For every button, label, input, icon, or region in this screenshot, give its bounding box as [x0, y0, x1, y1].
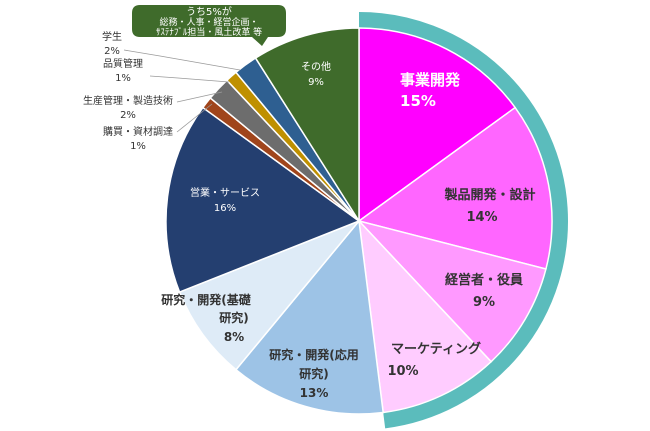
callout-line-1: うち5%が: [186, 5, 232, 18]
label-hinshitsu-pct: 1%: [115, 73, 131, 84]
label-seihin-pct: 14%: [466, 210, 497, 225]
leader-line-hinshitsu: [149, 75, 230, 83]
pie-slice-2: [356, 219, 547, 363]
label-marketing-name: マーケティング: [391, 341, 481, 357]
label-seisan-name: 生産管理・製造技術: [83, 94, 173, 107]
label-kiso-pct: 8%: [224, 330, 244, 344]
callout-line-2: 総務・人事・経営企画・: [159, 16, 258, 28]
label-eigyo-name: 営業・サービス: [190, 186, 260, 199]
pie-slice-0: [358, 27, 517, 223]
label-gakusei-pct: 2%: [104, 46, 120, 57]
label-keiei-name: 経営者・役員: [445, 272, 523, 288]
label-seisan-pct: 2%: [120, 110, 136, 121]
pie-slice-3: [357, 218, 493, 414]
label-eigyo-pct: 16%: [214, 203, 236, 214]
leader-lines: [123, 49, 241, 133]
label-marketing-pct: 10%: [387, 364, 418, 379]
label-ouyou-pct: 13%: [300, 386, 329, 400]
label-kobai-name: 購買・資材調達: [103, 125, 173, 138]
pie-slice-6: [165, 106, 361, 294]
pie-slice-4: [234, 219, 385, 415]
pie-slice-5: [178, 220, 360, 371]
leader-line-gakusei: [123, 49, 241, 71]
label-sonota-name: その他: [301, 60, 331, 73]
label-kiso-line1: 研究・開発(基礎: [161, 292, 251, 307]
label-ouyou-line2: 研究): [299, 366, 329, 381]
highlight-ring-arc: [358, 12, 568, 429]
leader-line-seisan: [176, 91, 223, 103]
highlight-ring-layer: [358, 12, 568, 429]
label-kobai-pct: 1%: [130, 141, 146, 152]
label-jigyo-name: 事業開発: [400, 71, 461, 89]
callout: うち5%が 総務・人事・経営企画・ ｻｽﾃﾅﾌﾞﾙ担当・風土改革 等: [132, 5, 286, 46]
label-kiso-line2: 研究): [219, 310, 249, 325]
pie-slices: [165, 27, 553, 415]
pie-slice-1: [357, 106, 553, 270]
label-sonota-pct: 9%: [308, 77, 324, 88]
leader-line-kobai: [176, 103, 213, 133]
label-jigyo-pct: 15%: [400, 92, 436, 110]
label-gakusei-name: 学生: [102, 30, 122, 43]
label-hinshitsu-name: 品質管理: [103, 57, 143, 70]
label-keiei-pct: 9%: [473, 295, 495, 310]
label-seihin-name: 製品開発・設計: [443, 187, 535, 203]
callout-line-3: ｻｽﾃﾅﾌﾞﾙ担当・風土改革 等: [156, 26, 262, 38]
callout-bubble: [132, 5, 286, 46]
label-ouyou-line1: 研究・開発(応用: [269, 347, 359, 362]
pie-slice-11: [254, 27, 360, 224]
